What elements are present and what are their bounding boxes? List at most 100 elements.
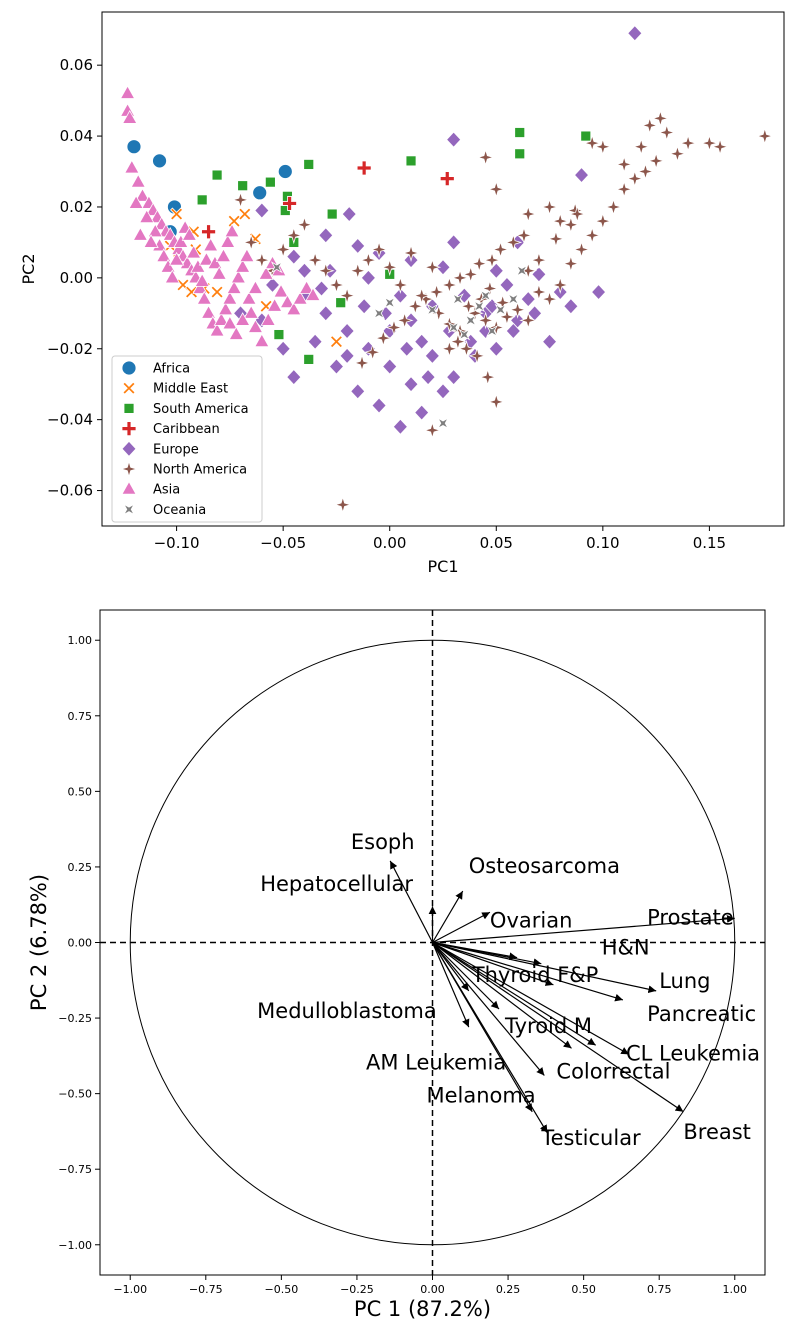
scatter-point-north-america [593,212,612,231]
scatter-point-north-america [284,226,303,245]
scatter-point-europe [318,227,334,244]
scatter-point-europe [328,358,344,375]
scatter-point-asia [185,244,202,259]
scatter-point-north-america [491,240,510,259]
scatter-point-asia [168,251,185,266]
legend-label-oceania: Oceania [153,503,206,518]
scatter-point-north-america [504,233,523,252]
scatter-point-north-america [359,251,378,270]
scatter-point-north-america [423,258,442,277]
pca-scatter-chart: −0.10 −0.05 0.00 0.05 0.10 0.15 −0.06 −0.04 −0.0… [19,11,785,576]
scatter-point-north-america [466,304,484,323]
scatter-point-europe [627,25,643,42]
scatter-point-north-america [295,215,314,234]
y-tick-label: −0.50 [58,1088,92,1101]
scatter-point-asia [134,188,151,202]
x-tick-label: −0.25 [340,1283,374,1296]
y-tick-label: 0.00 [60,269,93,287]
scatter-point-europe [414,333,430,350]
scatter-point-north-america [395,311,414,330]
legend-label-north-america: North America [153,463,247,478]
scatter-point-south-america [335,297,347,309]
scatter-point-oceania [479,289,492,302]
scatter-point-north-america [561,254,580,273]
loading-arrow-breast [432,942,684,1113]
loading-arrow-esoph [389,860,434,943]
scatter-point-europe [264,276,281,294]
scatter-point-asia [273,283,289,298]
x-tick-label: −0.75 [189,1283,223,1296]
scatter-point-asia [122,110,138,124]
scatter-point-oceania [373,307,386,320]
scatter-point-south-america [303,159,315,170]
legend-label-asia: Asia [153,483,180,498]
scatter-point-asia [224,223,240,238]
biplot-axes: −1.00 −0.75 −0.50 −0.25 0.00 0.25 0.50 0.75 1.00… [27,634,747,1321]
scatter-point-asia [147,223,163,238]
scatter-point-asia [196,290,212,305]
loading-arrow-prostate [432,915,735,944]
x-axis-label: PC1 [428,557,459,576]
legend-marker-south-america [123,402,135,414]
scatter-point-north-america [568,205,587,223]
scatter-point-asia [292,290,308,305]
loading-arrow-ovarian [432,911,491,944]
scatter-point-north-america [583,226,602,245]
x-tick-label: −0.50 [265,1283,299,1296]
scatter-point-oceania [507,293,520,306]
scatter-point-asia [222,315,238,330]
x-tick-label: 0.00 [373,534,406,552]
scatter-point-north-america [572,240,591,259]
scatter-point-north-america [547,229,565,248]
scatter-point-asia [286,301,302,316]
loading-label-esoph: Esoph [351,830,415,854]
scatter-point-asia [266,297,283,312]
scatter-point-north-america [615,180,634,199]
scatter-point-asia [143,234,159,248]
scatter-point-north-america [647,151,666,170]
scatter-point-asia [190,258,206,273]
scatter-point-south-america [514,127,526,138]
scatter-point-north-america [529,283,548,301]
scatter-point-europe [403,376,419,393]
legend-box [111,355,263,523]
scatter-point-north-america [457,339,476,358]
loading-arrow-unlabeled [432,942,500,1010]
scatter-point-north-america [711,137,729,156]
scatter-point-north-america [327,276,346,294]
scatter-point-north-america [468,346,487,365]
scatter-point-asia [213,312,230,326]
scatter-point-north-america [440,339,459,358]
scatter-point-asia [222,290,238,305]
y-tick-label: −0.02 [47,340,93,358]
scatter-point-europe [382,358,398,375]
scatter-point-asia [260,312,276,326]
scatter-point-north-america [274,240,293,259]
scatter-point-europe [392,287,408,304]
scatter-point-south-america [196,194,208,206]
scatter-point-north-america [374,329,393,348]
y-tick-label: 0.06 [60,56,93,74]
scatter-point-north-america [406,297,425,316]
scatter-point-north-america [632,137,651,156]
legend-label-europe: Europe [153,442,199,457]
scatter-legend: Africa Middle East South America Caribbean E… [111,355,263,523]
scatter-point-oceania [464,314,477,327]
scatter-point-north-america [593,137,612,156]
legend-marker-middle-east [122,381,136,395]
scatter-point-europe [414,404,430,421]
scatter-point-asia [194,273,210,287]
scatter-point-oceania [494,303,507,316]
scatter-point-south-america [237,180,249,192]
scatter-point-north-america [540,290,559,309]
loading-label-colorrectal: Colorrectal [556,1060,670,1084]
x-tick-label: −0.05 [260,534,306,552]
scatter-point-south-america [326,208,338,220]
scatter-point-asia [230,269,247,284]
scatter-point-north-america [380,258,399,277]
scatter-point-north-america [353,354,371,372]
scatter-point-asia [160,258,176,273]
scatter-point-north-america [487,393,506,411]
scatter-point-north-america [551,276,570,294]
